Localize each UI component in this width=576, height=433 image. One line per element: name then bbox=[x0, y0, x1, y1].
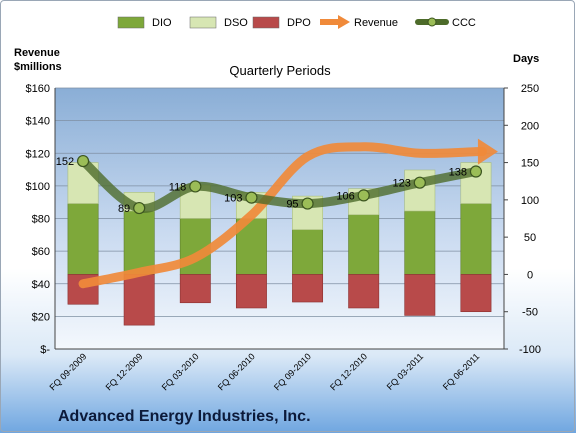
x-tick-label: FQ 12-2010 bbox=[328, 351, 369, 392]
legend-swatch-dpo bbox=[252, 16, 280, 29]
left-tick-label: $120 bbox=[26, 148, 50, 160]
legend-swatch-revenue-arrow bbox=[338, 15, 350, 29]
ccc-data-label: 118 bbox=[169, 181, 187, 193]
bar-dpo bbox=[235, 274, 267, 309]
right-tick-label: 100 bbox=[521, 195, 539, 207]
left-tick-label: $160 bbox=[26, 83, 50, 95]
ccc-data-label: 95 bbox=[286, 199, 298, 211]
bar-dio bbox=[460, 203, 492, 275]
bar-dpo bbox=[123, 274, 155, 326]
left-tick-label: $- bbox=[40, 344, 50, 356]
ccc-marker bbox=[301, 197, 314, 210]
ccc-data-label: 152 bbox=[56, 156, 74, 168]
bar-dpo bbox=[179, 274, 211, 304]
ccc-marker bbox=[413, 176, 426, 189]
x-tick-label: FQ 06-2010 bbox=[216, 351, 257, 392]
legend-label-dio: DIO bbox=[152, 17, 172, 29]
ccc-marker bbox=[133, 201, 146, 215]
left-tick-label: $40 bbox=[32, 279, 50, 291]
x-tick-label: FQ 03-2011 bbox=[385, 351, 426, 392]
bar-dpo bbox=[460, 274, 492, 313]
ccc-data-label: 138 bbox=[449, 167, 467, 179]
ccc-marker bbox=[469, 165, 483, 178]
ccc-data-label: 89 bbox=[118, 203, 130, 215]
legend-swatch-ccc-marker bbox=[427, 17, 437, 27]
bar-dpo bbox=[292, 274, 324, 303]
left-tick-label: $80 bbox=[32, 214, 50, 226]
right-axis-title: Days bbox=[513, 53, 539, 65]
x-tick-label: FQ 06-2011 bbox=[441, 351, 482, 392]
bar-dio bbox=[348, 214, 380, 275]
legend-label-revenue: Revenue bbox=[354, 17, 398, 29]
ccc-data-label: 123 bbox=[392, 178, 410, 190]
left-tick-label: $100 bbox=[26, 181, 50, 193]
ccc-marker bbox=[76, 154, 90, 168]
ccc-data-label: 106 bbox=[336, 190, 354, 202]
legend-label-ccc: CCC bbox=[452, 17, 476, 29]
chart-subtitle: Quarterly Periods bbox=[229, 63, 331, 78]
right-tick-label: -50 bbox=[522, 307, 538, 319]
right-tick-label: 200 bbox=[521, 120, 539, 132]
bar-dio bbox=[123, 210, 155, 275]
legend-swatch-dso bbox=[189, 16, 217, 29]
revenue-arrowhead bbox=[477, 138, 498, 165]
ccc-data-label: 103 bbox=[224, 193, 242, 205]
right-tick-label: 150 bbox=[521, 158, 539, 170]
left-tick-label: $60 bbox=[32, 246, 50, 258]
legend-swatch-dio bbox=[117, 16, 145, 29]
bar-dio bbox=[67, 203, 99, 275]
legend-label-dso: DSO bbox=[224, 17, 248, 29]
bar-dio bbox=[292, 229, 324, 275]
ccc-marker bbox=[245, 191, 258, 204]
bar-dpo bbox=[404, 274, 436, 316]
left-axis-title-line2: $millions bbox=[14, 61, 62, 73]
bar-dio bbox=[404, 210, 436, 275]
bar-dpo bbox=[348, 274, 380, 309]
left-axis-title-line1: Revenue bbox=[14, 47, 60, 59]
legend-label-dpo: DPO bbox=[287, 17, 311, 29]
right-tick-label: -100 bbox=[519, 344, 541, 356]
company-name: Advanced Energy Industries, Inc. bbox=[58, 408, 311, 425]
revenue-line bbox=[78, 142, 487, 289]
ccc-marker bbox=[357, 189, 370, 202]
x-tick-label: FQ 09-2010 bbox=[272, 351, 313, 392]
left-tick-label: $20 bbox=[32, 311, 50, 323]
x-tick-label: FQ 09-2009 bbox=[47, 351, 88, 392]
left-tick-label: $140 bbox=[26, 116, 50, 128]
x-tick-label: FQ 03-2010 bbox=[160, 351, 201, 392]
right-tick-label: 0 bbox=[527, 269, 533, 281]
ccc-marker bbox=[189, 180, 202, 193]
right-tick-label: 50 bbox=[524, 232, 536, 244]
right-tick-label: 250 bbox=[521, 83, 539, 95]
x-tick-label: FQ 12-2009 bbox=[104, 351, 145, 392]
